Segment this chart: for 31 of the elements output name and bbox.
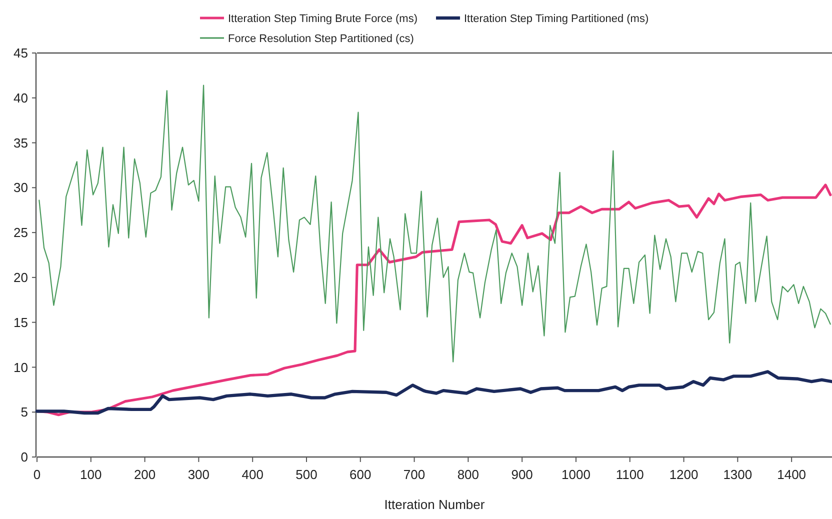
- x-tick-label: 1000: [562, 467, 590, 482]
- legend-label: Itteration Step Timing Partitioned (ms): [464, 12, 649, 25]
- x-axis-title: Itteration Number: [384, 497, 486, 512]
- x-tick-label: 1100: [616, 467, 644, 482]
- y-tick-label: 10: [14, 360, 28, 375]
- x-tick-label: 1200: [669, 467, 698, 482]
- x-tick-label: 700: [403, 467, 426, 482]
- x-tick-label: 300: [188, 467, 210, 482]
- y-tick-label: 45: [14, 46, 28, 61]
- y-tick-label: 20: [14, 270, 28, 285]
- y-tick-label: 5: [20, 404, 28, 420]
- legend-label: Itteration Step Timing Brute Force (ms): [228, 12, 418, 25]
- x-tick-label: 400: [242, 467, 264, 482]
- legend-label: Force Resolution Step Partitioned (cs): [228, 32, 414, 45]
- x-tick-label: 600: [350, 467, 372, 482]
- x-tick-label: 1300: [723, 467, 752, 482]
- y-tick-label: 15: [14, 314, 28, 330]
- x-tick-label: 0: [33, 467, 41, 482]
- x-tick-label: 800: [457, 467, 480, 482]
- x-tick-label: 900: [511, 467, 533, 482]
- x-tick-label: 500: [296, 467, 318, 482]
- line-series: [35, 370, 832, 415]
- y-tick-label: 30: [14, 180, 28, 196]
- x-tick-label: 1400: [777, 467, 806, 482]
- line-series: [38, 84, 831, 362]
- y-tick-label: 35: [14, 135, 28, 150]
- y-tick-label: 25: [14, 225, 28, 240]
- x-tick-label: 200: [134, 467, 156, 482]
- y-tick-label: 0: [20, 450, 28, 465]
- y-tick-label: 40: [14, 90, 28, 106]
- x-tick-label: 100: [80, 467, 102, 482]
